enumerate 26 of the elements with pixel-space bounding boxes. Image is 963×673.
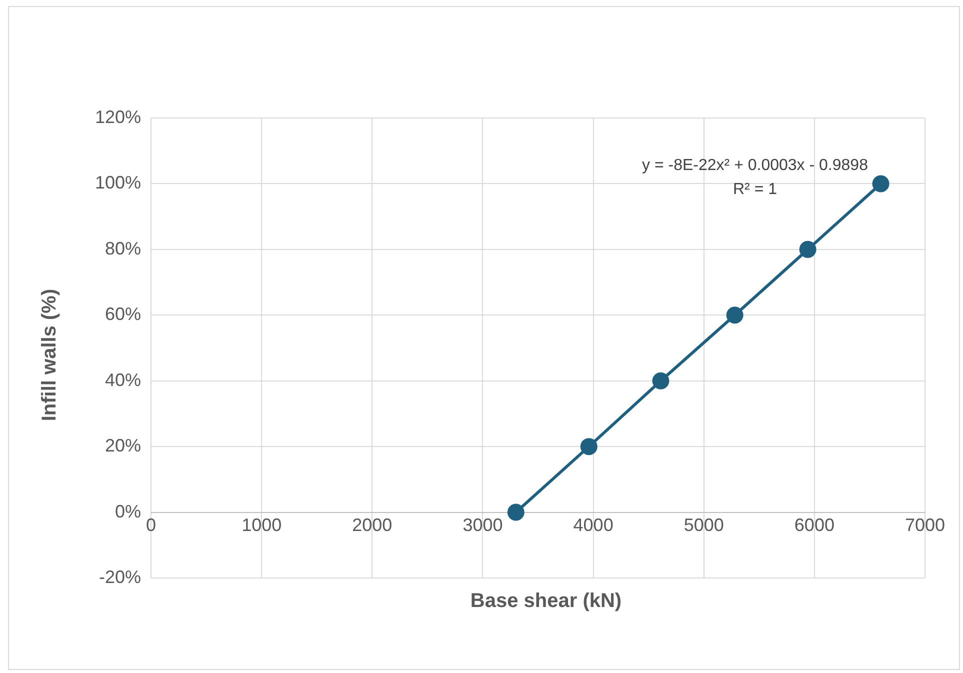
x-tick-label: 6000 — [794, 515, 834, 536]
x-tick-label: 2000 — [352, 515, 392, 536]
point — [580, 438, 598, 456]
y-tick-label: -20% — [99, 566, 142, 587]
x-tick-label: 0 — [146, 515, 156, 536]
x-tick-label: 4000 — [573, 515, 614, 536]
point — [652, 372, 670, 390]
y-tick-label: 40% — [105, 370, 142, 390]
x-tick-label: 3000 — [462, 515, 503, 536]
x-tick-label: 5000 — [684, 515, 724, 536]
point — [726, 306, 744, 324]
point — [507, 504, 524, 521]
point — [872, 175, 890, 192]
y-tick-label: 100% — [94, 172, 142, 193]
annotation: y = -8E-22x² + 0.0003x - 0.9898 — [642, 157, 868, 174]
x-axis-title: Base shear (kN) — [469, 590, 623, 613]
x-tick-label: 1000 — [242, 515, 282, 536]
y-tick-label: 80% — [105, 238, 142, 258]
y-tick-label: 60% — [105, 304, 142, 324]
x-tick-label: 7000 — [904, 515, 946, 536]
annotation: R² = 1 — [732, 181, 778, 198]
point — [799, 240, 816, 258]
y-tick-label: 0% — [115, 501, 142, 522]
y-tick-label: 120% — [94, 106, 142, 127]
y-tick-label: 20% — [105, 436, 142, 456]
y-axis-title: Infill walls (%) — [38, 288, 62, 422]
